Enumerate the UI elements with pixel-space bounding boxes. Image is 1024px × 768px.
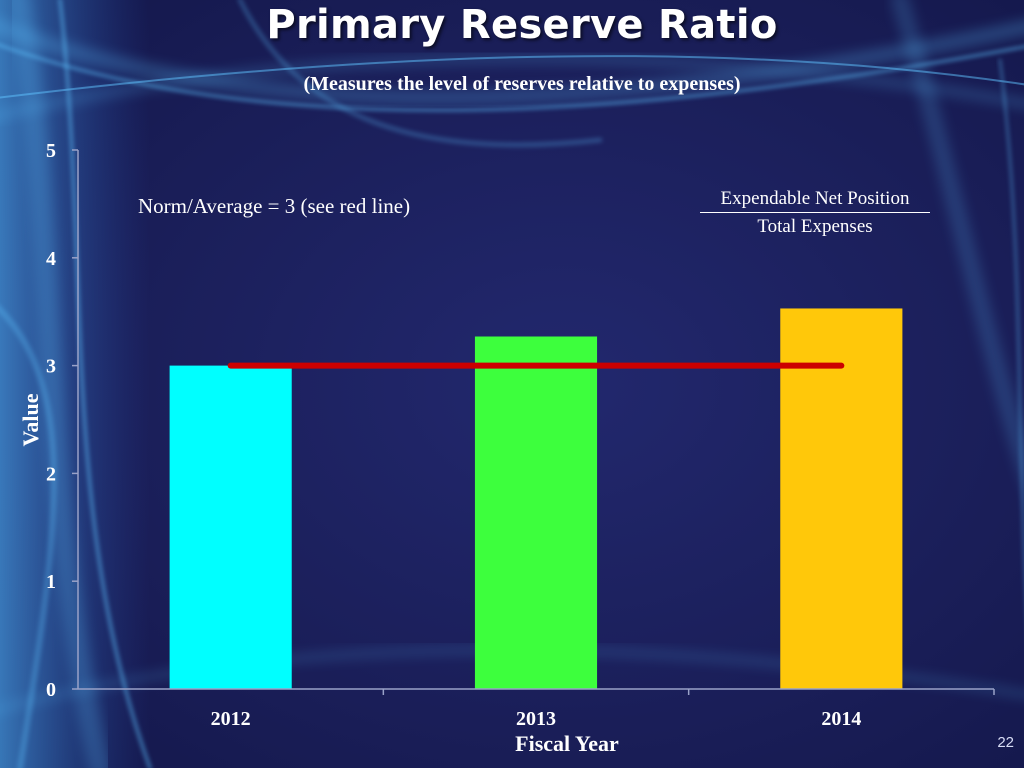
y-tick-label: 3 <box>46 356 56 378</box>
y-tick-label: 5 <box>46 140 56 162</box>
y-tick-label: 0 <box>46 679 56 701</box>
axes-layer <box>77 150 994 690</box>
page-title: Primary Reserve Ratio <box>266 2 778 48</box>
page-subtitle: (Measures the level of reserves relative… <box>303 73 741 95</box>
formula-numerator: Expendable Net Position <box>700 185 930 213</box>
x-tick-label: 2013 <box>516 708 556 730</box>
x-tick-label: 2012 <box>211 708 251 730</box>
bar-2014 <box>780 308 903 689</box>
x-axis-label: Fiscal Year <box>515 731 619 756</box>
bar-2013 <box>474 336 598 689</box>
page-number: 22 <box>997 734 1014 751</box>
y-tick-label: 4 <box>46 248 56 270</box>
ticks-layer: 2012 2013 2014 0 1 2 3 4 5 <box>46 140 995 730</box>
y-axis-label: Value <box>18 393 43 446</box>
formula-denominator: Total Expenses <box>757 216 873 237</box>
bars-layer <box>169 308 903 689</box>
y-tick-label: 2 <box>46 463 56 485</box>
x-tick-label: 2014 <box>821 708 861 730</box>
norm-note: Norm/Average = 3 (see red line) <box>138 194 411 218</box>
ratio-formula: Expendable Net Position Total Expenses <box>700 185 930 240</box>
bar-2012 <box>169 365 292 689</box>
y-tick-label: 1 <box>46 571 56 593</box>
